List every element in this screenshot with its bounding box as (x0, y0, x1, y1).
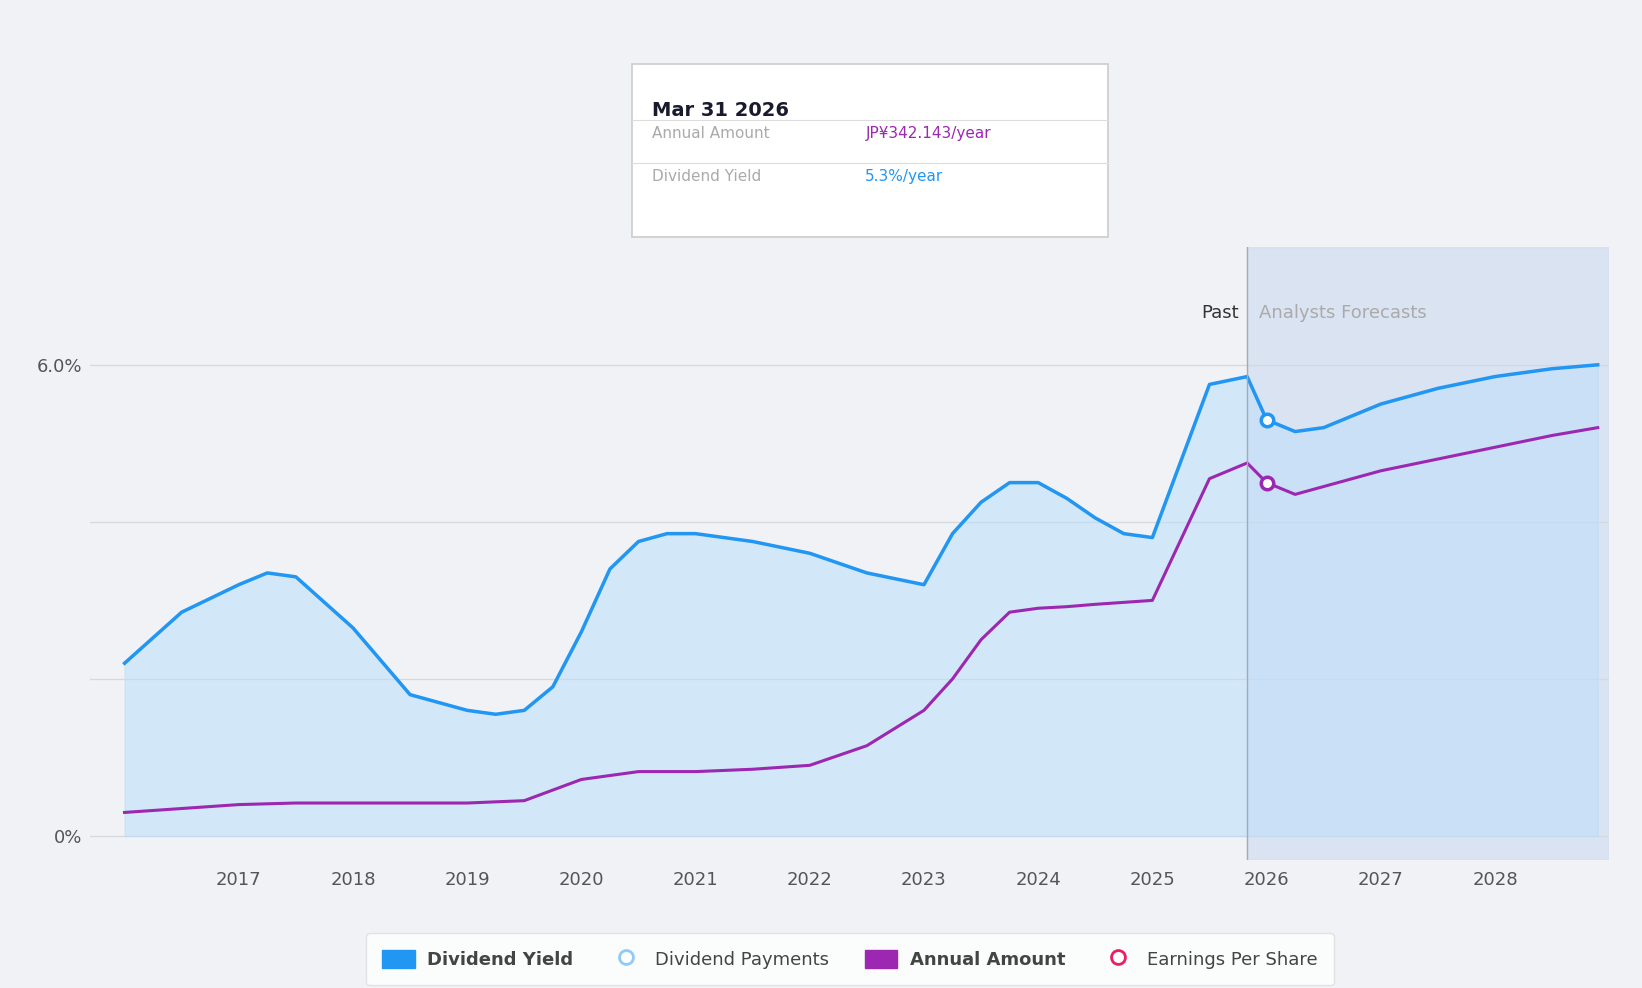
Legend: Dividend Yield, Dividend Payments, Annual Amount, Earnings Per Share: Dividend Yield, Dividend Payments, Annua… (366, 934, 1333, 985)
Text: Dividend Yield: Dividend Yield (652, 169, 762, 184)
Text: Past: Past (1202, 303, 1240, 322)
Bar (1248, 247, 1609, 860)
Text: Annual Amount: Annual Amount (652, 125, 770, 141)
Text: Mar 31 2026: Mar 31 2026 (652, 102, 788, 121)
Text: JP¥342.143/year: JP¥342.143/year (865, 125, 992, 141)
Text: Analysts Forecasts: Analysts Forecasts (1258, 303, 1427, 322)
Text: 5.3%/year: 5.3%/year (865, 169, 944, 184)
